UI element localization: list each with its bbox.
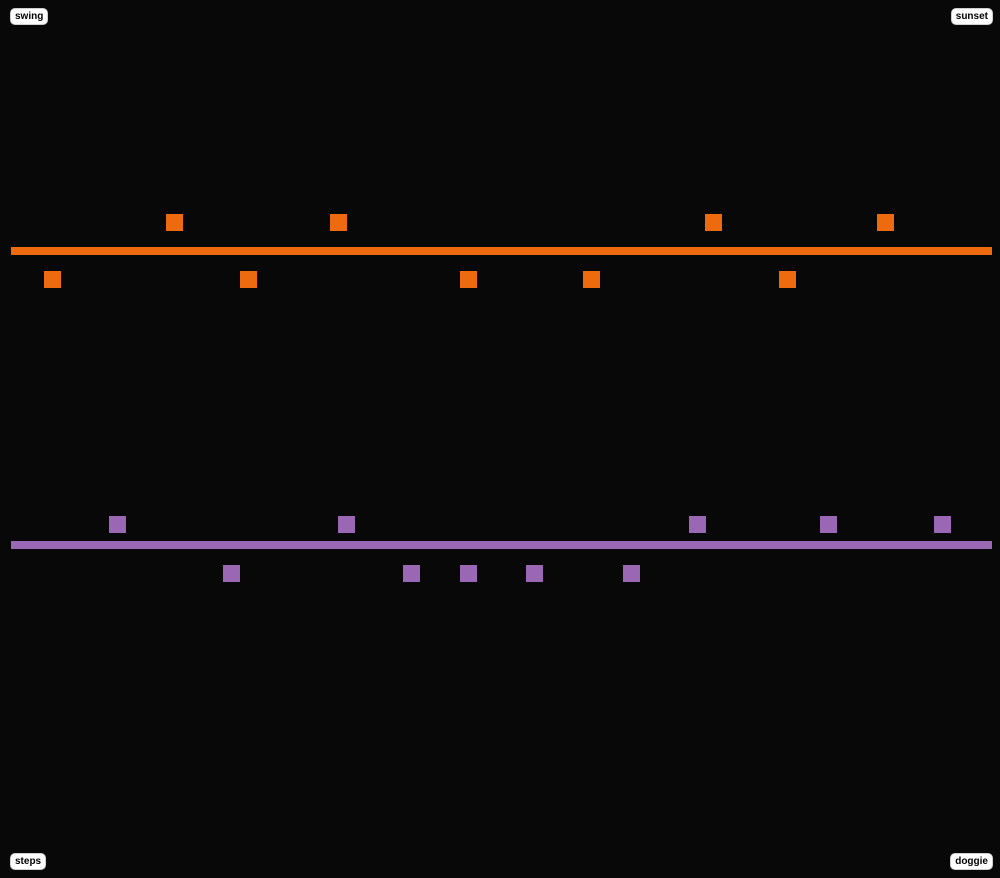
purple-block (623, 565, 640, 582)
purple-track (11, 541, 992, 549)
orange-block (166, 214, 183, 231)
purple-block (223, 565, 240, 582)
purple-block (526, 565, 543, 582)
corner-label-top-right: sunset (951, 9, 992, 24)
purple-block (403, 565, 420, 582)
orange-track (11, 247, 992, 255)
purple-block (338, 516, 355, 533)
orange-block (877, 214, 894, 231)
orange-block (705, 214, 722, 231)
orange-block (583, 271, 600, 288)
orange-block (460, 271, 477, 288)
purple-block (820, 516, 837, 533)
corner-label-top-left: swing (11, 9, 48, 24)
corner-label-bottom-right: doggie (951, 854, 992, 869)
orange-block (779, 271, 796, 288)
purple-block (689, 516, 706, 533)
purple-block (460, 565, 477, 582)
purple-block (934, 516, 951, 533)
orange-block (44, 271, 61, 288)
orange-block (240, 271, 257, 288)
corner-label-bottom-left: steps (11, 854, 46, 869)
purple-block (109, 516, 126, 533)
orange-block (330, 214, 347, 231)
